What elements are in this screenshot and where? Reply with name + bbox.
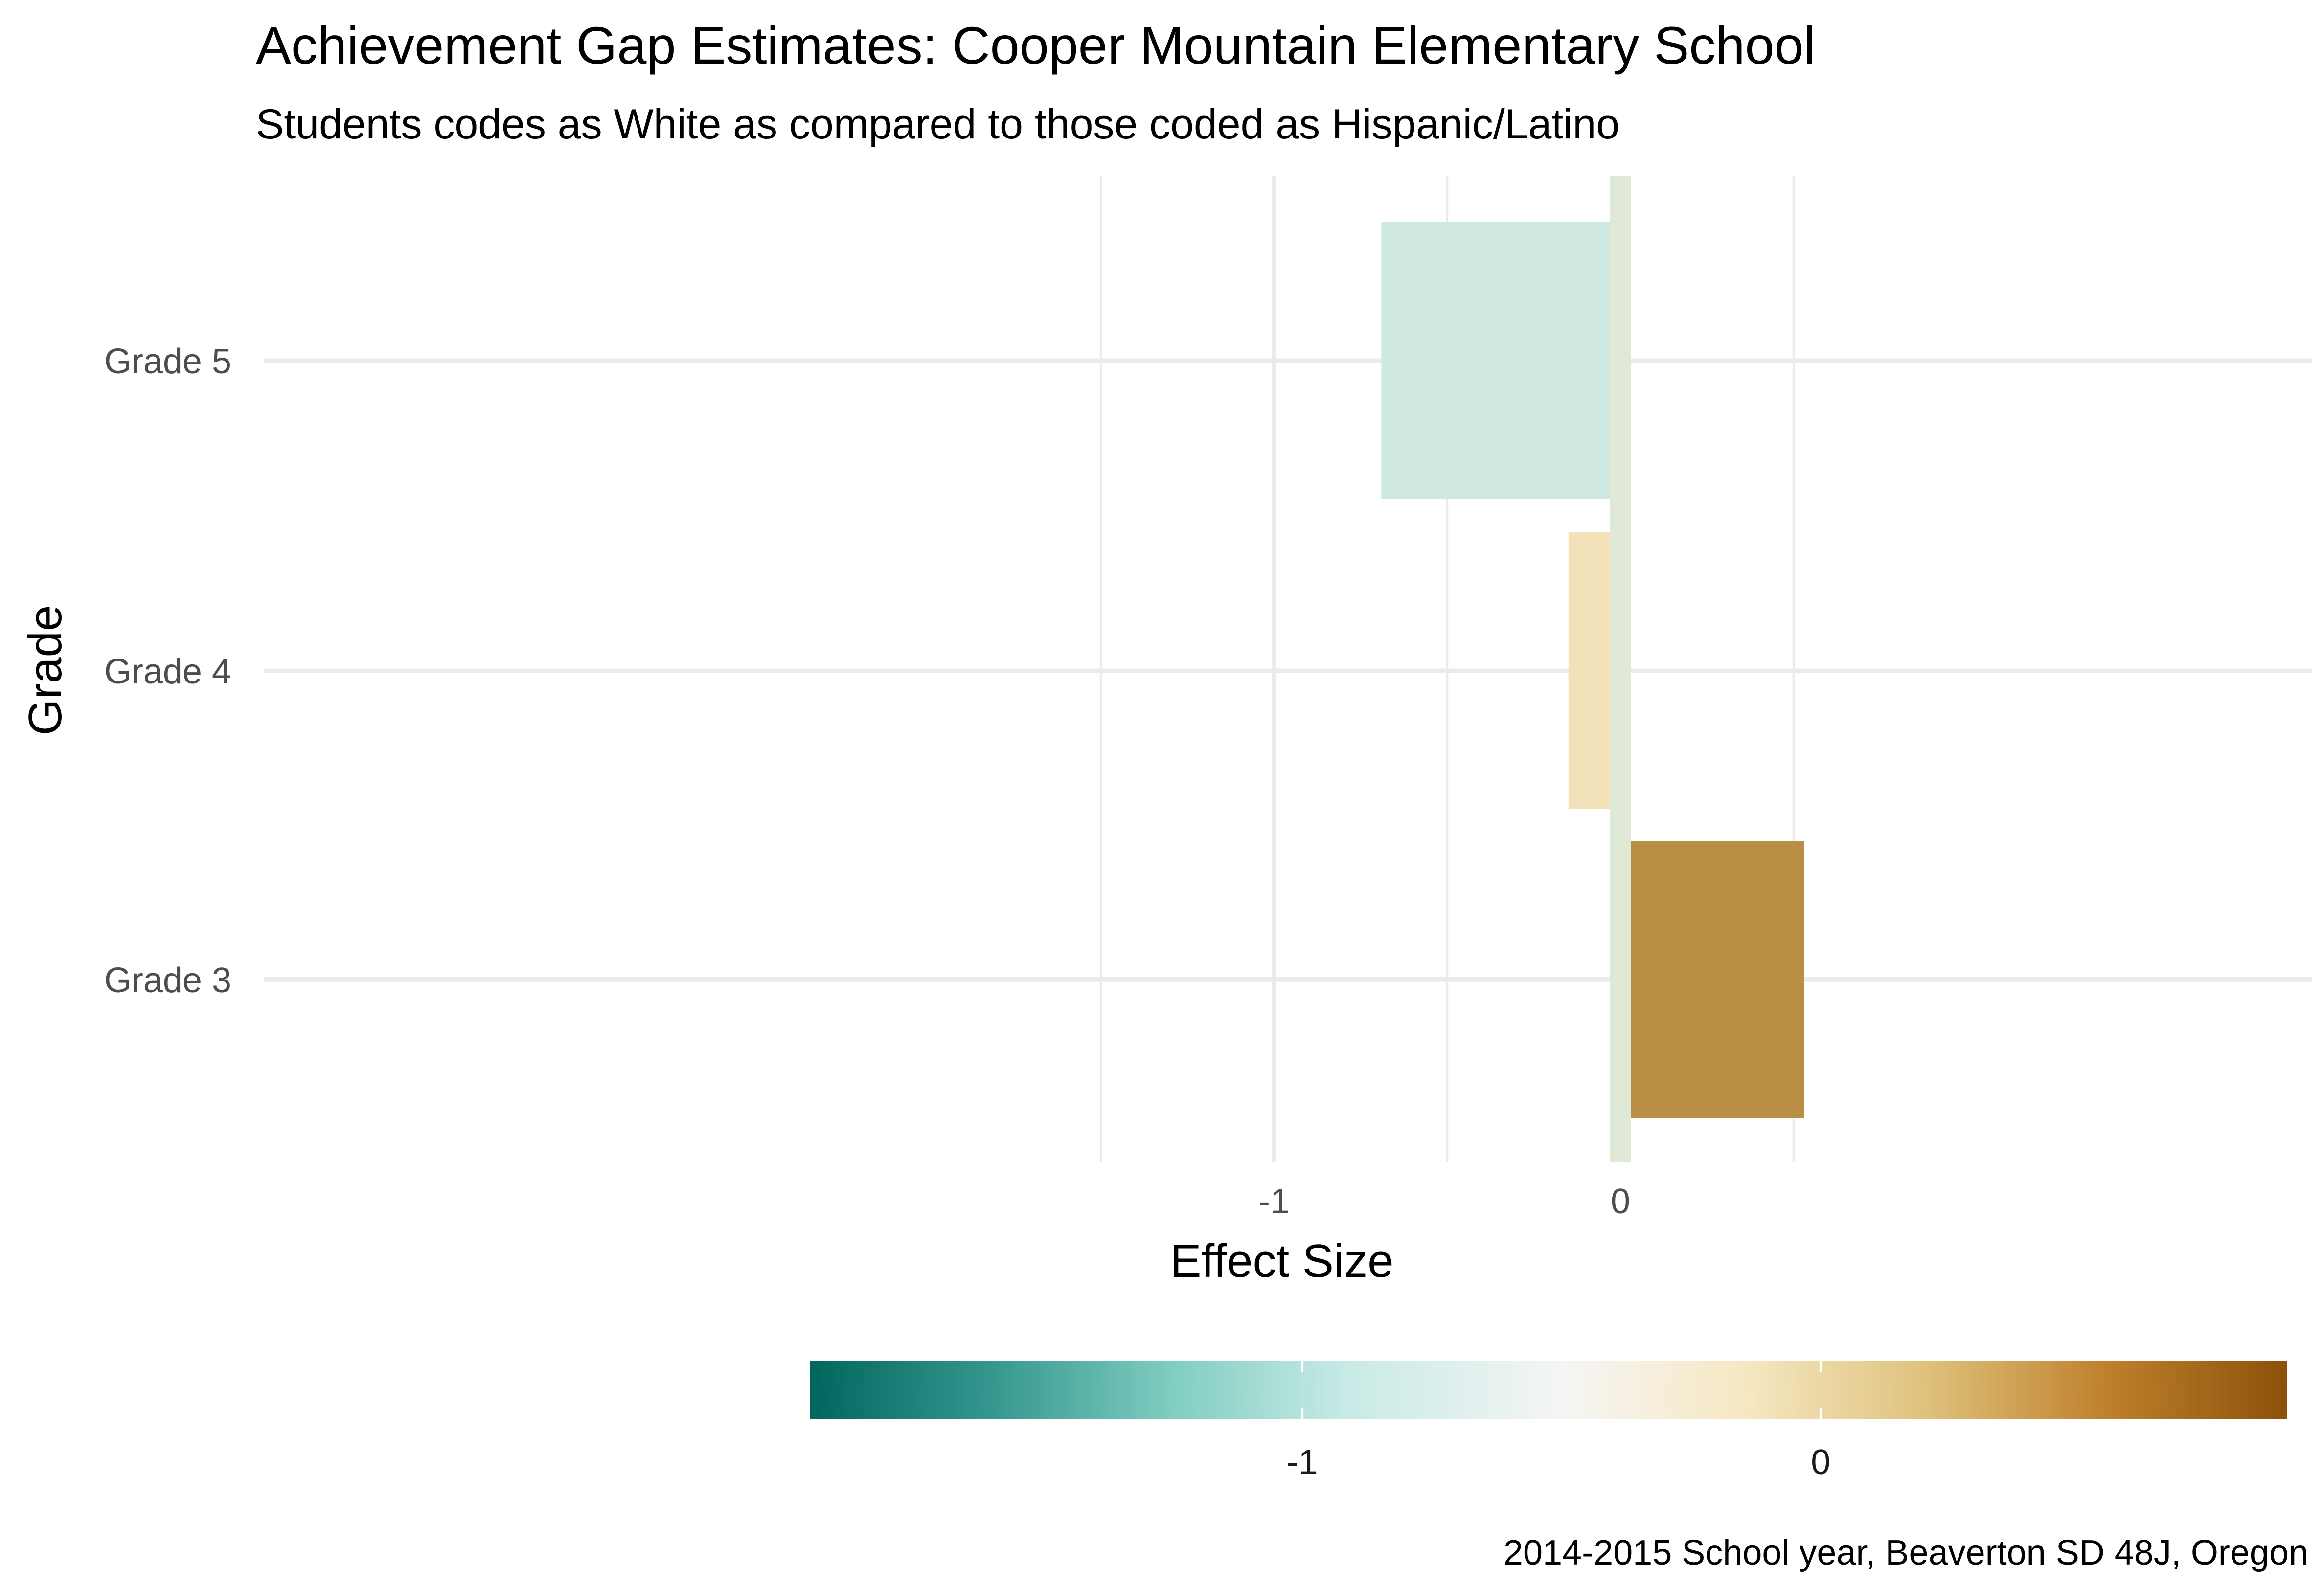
chart-title: Achievement Gap Estimates: Cooper Mounta… [256, 16, 1816, 75]
chart-subtitle: Students codes as White as compared to t… [256, 101, 1619, 148]
x-tick-label: -1 [1258, 1182, 1290, 1221]
bar-grade-5 [1381, 222, 1620, 499]
colorbar-tick-label: 0 [1811, 1443, 1830, 1482]
y-tick-label: Grade 5 [104, 342, 231, 381]
chart-caption: 2014-2015 School year, Beaverton SD 48J,… [1504, 1533, 2308, 1572]
y-tick-labels: Grade 3 Grade 4 Grade 5 [104, 342, 231, 1000]
color-legend: -1 0 [810, 1361, 2287, 1482]
y-tick-label: Grade 3 [104, 961, 231, 1000]
grid-lines [264, 176, 2312, 1162]
colorbar-ticks: -1 0 [1287, 1361, 1830, 1482]
y-axis-title: Grade [19, 605, 71, 736]
zero-line [1610, 176, 1631, 1162]
bar-grade-3 [1620, 841, 1804, 1118]
y-tick-label: Grade 4 [104, 652, 231, 691]
x-tick-labels: -1 0 [1258, 1182, 1630, 1221]
colorbar-tick-label: -1 [1287, 1443, 1318, 1482]
colorbar [810, 1361, 2287, 1419]
x-axis-title: Effect Size [1170, 1235, 1393, 1287]
x-tick-label: 0 [1611, 1182, 1630, 1221]
